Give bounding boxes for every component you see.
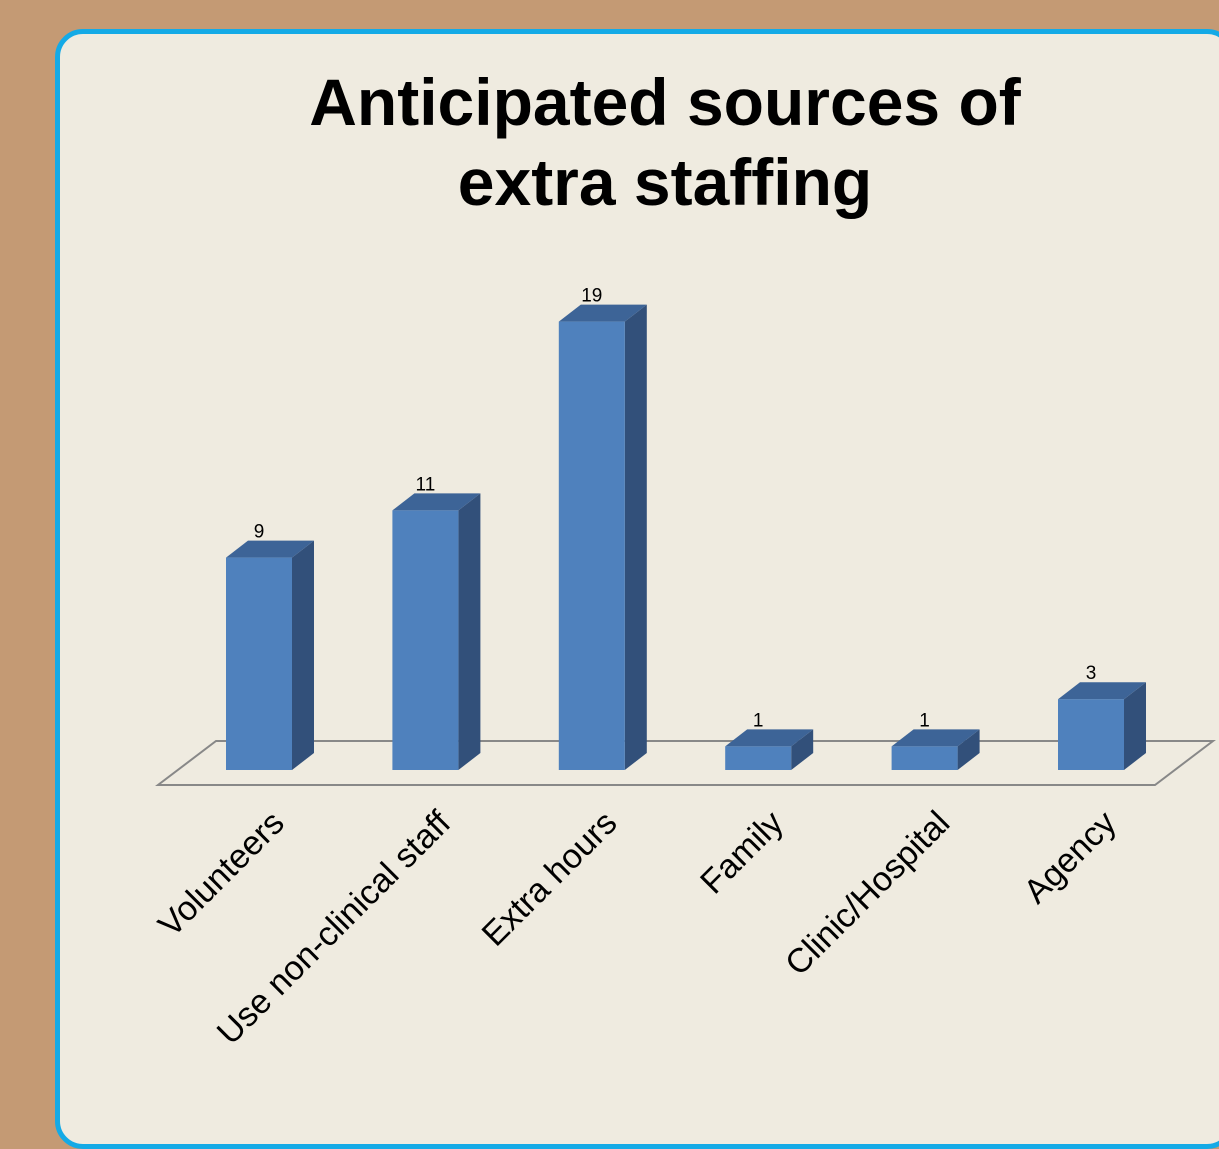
- bar-side-3: [791, 729, 814, 770]
- bar-4: [891, 746, 958, 770]
- category-label-0: Volunteers: [151, 804, 291, 944]
- bar-3: [725, 746, 792, 770]
- chart-title-line-1: Anticipated sources of: [309, 65, 1021, 139]
- bar-top-0: [226, 540, 314, 558]
- data-label-4: 1: [919, 710, 930, 731]
- chart-floor: [155, 740, 1216, 786]
- data-label-0: 9: [254, 522, 265, 543]
- bar-side-0: [292, 540, 314, 770]
- category-label-4: Clinic/Hospital: [778, 804, 957, 983]
- bar-side-4: [957, 729, 980, 770]
- chart-title: Anticipated sources of extra staffing: [240, 62, 1090, 222]
- bar-top-4: [891, 729, 980, 747]
- category-label-5: Agency: [1017, 804, 1124, 911]
- bar-5: [1058, 699, 1124, 770]
- bar-top-5: [1058, 682, 1146, 700]
- category-label-3: Family: [693, 804, 791, 902]
- data-label-3: 1: [753, 710, 764, 731]
- chart-title-line-2: extra staffing: [457, 145, 873, 219]
- category-label-2: Extra hours: [475, 804, 625, 954]
- data-label-5: 3: [1086, 663, 1097, 684]
- bar-0: [226, 557, 292, 770]
- data-label-1: 11: [416, 474, 436, 495]
- bar-2: [558, 321, 625, 770]
- bar-1: [392, 510, 459, 770]
- bar-side-1: [458, 493, 481, 770]
- bar-top-3: [725, 729, 814, 747]
- data-label-2: 19: [581, 286, 602, 307]
- bar-side-2: [624, 304, 647, 770]
- bar-top-1: [392, 493, 481, 511]
- bar-side-5: [1124, 682, 1146, 770]
- bar-top-2: [558, 304, 647, 322]
